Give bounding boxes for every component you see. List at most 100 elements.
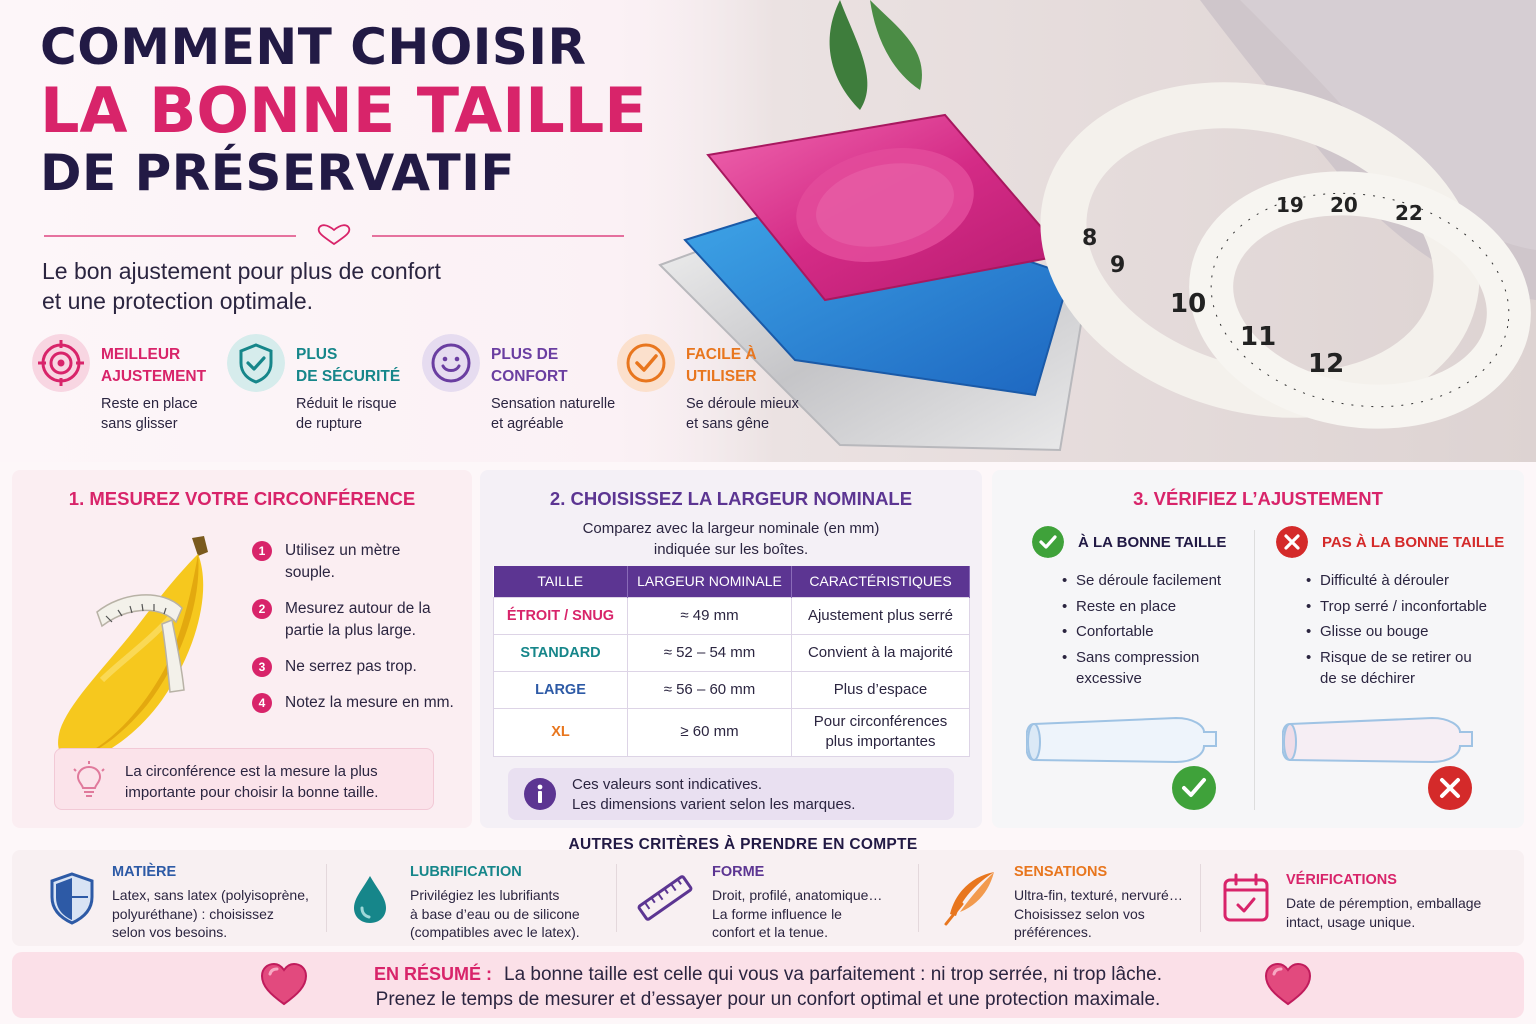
tape-number: 10 — [1170, 289, 1206, 319]
width-subtitle: Comparez avec la largeur nominale (en mm… — [480, 518, 982, 560]
step-line: partie la plus large. — [285, 622, 416, 639]
size-name: XL — [493, 707, 628, 757]
bad-fit-header: PAS À LA BONNE TAILLE — [1276, 526, 1516, 558]
benefit-desc-line: Se déroule mieux — [686, 396, 799, 412]
tip-line: importante pour choisir la bonne taille. — [125, 784, 379, 801]
tape-number: 12 — [1308, 349, 1344, 379]
heart-icon — [260, 962, 308, 1006]
size-feature: Ajustement plus serré — [791, 596, 970, 635]
smiley-icon — [422, 334, 480, 392]
tip-box: La circonférence est la mesure la plus i… — [54, 748, 434, 810]
criterion-line: Latex, sans latex (polyisoprène, — [112, 887, 309, 903]
benefit-desc-line: et sans gêne — [686, 416, 770, 432]
note-box: Ces valeurs sont indicatives. Les dimens… — [508, 768, 954, 820]
step-number: 3 — [252, 657, 272, 677]
title-line-3: DE PRÉSERVATIF — [40, 144, 516, 202]
width-title: 2. CHOISISSEZ LA LARGEUR NOMINALE — [549, 488, 913, 509]
criterion-line: Choisissez selon vos — [1014, 905, 1145, 922]
size-feature-line: plus importantes — [825, 733, 936, 750]
criteria-divider — [918, 864, 919, 932]
drop-icon — [354, 876, 386, 923]
step-number: 1 — [252, 541, 272, 561]
benefit-desc-line: de rupture — [296, 416, 363, 432]
criterion-line: (compatibles avec le latex). — [410, 924, 580, 940]
tape-number: 8 — [1082, 226, 1097, 251]
list-item: Reste en place — [1062, 596, 1282, 617]
list-item: Difficulté à dérouler — [1306, 570, 1516, 591]
benefit-desc-line: Réduit le risque — [296, 396, 397, 412]
tape-number: 19 — [1276, 193, 1304, 217]
benefit-title: MEILLEUR AJUSTEMENT — [101, 344, 206, 388]
bad-fit-label: PAS À LA BONNE TAILLE — [1322, 533, 1505, 551]
list-item: Risque de se retirer ou de se déchirer — [1306, 647, 1476, 689]
size-name: LARGE — [493, 670, 628, 709]
check-icon — [1032, 526, 1064, 558]
table-row: XL ≥ 60 mm Pour circonférences plus impo… — [493, 707, 970, 757]
table-row: ÉTROIT / SNUG ≈ 49 mm Ajustement plus se… — [493, 596, 970, 635]
good-fit-illustration — [1026, 716, 1217, 810]
criterion-shape: FORME Droit, profilé, anatomique… La for… — [634, 850, 924, 946]
size-feature-line: Pour circonférences — [813, 713, 948, 730]
summary-line-1-text: La bonne taille est celle qui vous va pa… — [504, 964, 1162, 985]
benefit-title-line: DE SÉCURITÉ — [296, 368, 401, 385]
shield-check-icon — [227, 334, 285, 392]
benefit-title-line: PLUS DE — [491, 346, 559, 363]
size-feature: Convient à la majorité — [791, 633, 970, 672]
note-line: Les dimensions varient selon les marques… — [572, 796, 856, 813]
width-subtitle-line: Comparez avec la largeur nominale (en mm… — [582, 520, 880, 537]
criterion-title: MATIÈRE — [112, 864, 177, 880]
measure-steps: 1 Utilisez un mètre souple. 2 Mesurez au… — [252, 540, 472, 728]
criterion-desc: Ultra-fin, texturé, nervuré… Choisissez … — [1014, 886, 1183, 942]
criteria-divider — [616, 864, 617, 932]
subtitle-line-2: et une protection optimale. — [42, 288, 314, 314]
criterion-line: préférences. — [1014, 924, 1092, 940]
hero-section: 8 9 10 11 12 19 20 22 COMMENT CHOISIR LA… — [0, 0, 1536, 462]
size-table: TAILLE LARGEUR NOMINALE CARACTÉRISTIQUES… — [493, 566, 970, 757]
size-name: STANDARD — [493, 633, 628, 672]
size-feature: Plus d’espace — [791, 670, 970, 709]
title-line-2: LA BONNE TAILLE — [40, 74, 647, 147]
calendar-check-icon — [1223, 873, 1269, 922]
benefit-title-line: AJUSTEMENT — [101, 368, 207, 385]
list-item: Se déroule facilement — [1062, 570, 1282, 591]
page-title: COMMENT CHOISIR LA BONNE TAILLE DE PRÉSE… — [40, 22, 647, 198]
column-divider — [1254, 530, 1255, 810]
criterion-line: confort et la tenue. — [712, 924, 828, 940]
title-divider — [44, 224, 624, 246]
step-text: Mesurez autour de la partie la plus larg… — [285, 598, 431, 642]
benefit-title-line: CONFORT — [491, 368, 568, 385]
criteria-divider — [1200, 864, 1201, 932]
criteria-bar: MATIÈRE Latex, sans latex (polyisoprène,… — [12, 850, 1524, 946]
good-fit-header: À LA BONNE TAILLE — [1032, 526, 1282, 558]
step-number: 2 — [252, 599, 272, 619]
tape-numbers: 8 9 10 11 12 19 20 22 — [1082, 193, 1423, 379]
tape-number: 22 — [1395, 201, 1423, 225]
benefit-comfort: PLUS DE CONFORT Sensation naturelle et a… — [422, 334, 617, 444]
benefit-desc: Reste en place sans glisser — [101, 394, 198, 434]
list-item: Sans compression excessive — [1062, 647, 1232, 689]
benefit-safety: PLUS DE SÉCURITÉ Réduit le risque de rup… — [227, 334, 422, 444]
bad-fit-list: Difficulté à dérouler Trop serré / incon… — [1276, 570, 1516, 689]
summary-line-1: EN RÉSUMÉ : La bonne taille est celle qui… — [12, 962, 1524, 987]
size-name: ÉTROIT / SNUG — [493, 596, 628, 635]
banana-illustration — [58, 536, 208, 761]
criterion-title: LUBRIFICATION — [410, 864, 522, 880]
fit-panel: 3. VÉRIFIEZ L’AJUSTEMENT À LA BONNE TAIL… — [992, 470, 1524, 828]
benefit-desc-line: Sensation naturelle — [491, 396, 616, 412]
step-text: Ne serrez pas trop. — [285, 658, 417, 675]
cross-icon — [1276, 526, 1308, 558]
benefit-title: PLUS DE CONFORT — [491, 344, 568, 388]
size-width: ≈ 52 – 54 mm — [627, 633, 792, 672]
table-row: STANDARD ≈ 52 – 54 mm Convient à la majo… — [493, 633, 970, 672]
criterion-line: Privilégiez les lubrifiants — [410, 887, 560, 903]
step-text: Utilisez un mètre souple. — [285, 540, 400, 584]
benefit-desc-line: et agréable — [491, 416, 564, 432]
info-icon — [524, 778, 556, 810]
step-line: souple. — [285, 564, 335, 581]
benefits-list: MEILLEUR AJUSTEMENT Reste en place sans … — [32, 334, 812, 444]
size-width: ≈ 49 mm — [627, 596, 792, 635]
summary-label: EN RÉSUMÉ : — [373, 964, 492, 984]
subtitle-line-1: Le bon ajustement pour plus de confort — [42, 258, 441, 284]
criteria-title: AUTRES CRITÈRES À PRENDRE EN COMPTE — [568, 836, 918, 853]
step-item: 3 Ne serrez pas trop. — [252, 656, 472, 678]
